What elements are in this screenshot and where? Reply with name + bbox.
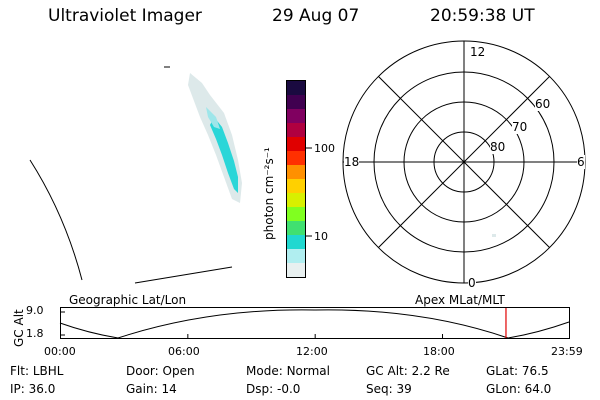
timeline-xtick-0000: 00:00 <box>44 345 76 358</box>
lat-label-70: 70 <box>512 120 528 134</box>
status-door-label: Door: <box>126 364 159 378</box>
earth-limb-arc <box>29 159 83 281</box>
lat-label-80: 80 <box>490 140 506 154</box>
colorbar-swatch <box>287 123 305 137</box>
status-seq-label: Seq: <box>366 382 393 396</box>
status-gc-alt-value: 2.2 Re <box>411 364 450 378</box>
colorbar-swatch <box>287 193 305 207</box>
status-glat-value: 76.5 <box>521 364 549 378</box>
colorbar-ticks <box>306 147 312 237</box>
timeline-ytick-9: 9.0 <box>26 304 44 317</box>
colorbar-swatch <box>287 165 305 179</box>
polar-plot <box>342 40 586 284</box>
colorbar-swatch <box>287 179 305 193</box>
status-dsp-value: -0.0 <box>276 382 301 396</box>
observation-date: 29 Aug 07 <box>272 6 360 26</box>
polar-data-speck <box>492 234 496 237</box>
colorbar-swatch <box>287 263 305 277</box>
aurora-swath-core <box>210 117 238 193</box>
timeline-xtick-2359: 23:59 <box>551 345 583 358</box>
status-glat: GLat: 76.5 <box>486 364 549 378</box>
timeline-frame <box>60 307 570 339</box>
instrument-title: Ultraviolet Imager <box>48 6 202 26</box>
status-mode-value: Normal <box>286 364 330 378</box>
colorbar <box>286 80 306 278</box>
colorbar-tick-100: 100 <box>314 142 335 155</box>
timeline-xtick-1800: 18:00 <box>423 345 455 358</box>
status-glon-value: 64.0 <box>524 382 552 396</box>
status-dsp: Dsp: -0.0 <box>246 382 300 396</box>
status-gc-alt: GC Alt: 2.2 Re <box>366 364 450 378</box>
colorbar-label-text: photon cm⁻²s⁻¹ <box>262 147 276 240</box>
status-ip-value: 36.0 <box>28 382 56 396</box>
orbit-altitude-curve <box>59 309 570 339</box>
status-flt-value: LBHL <box>32 364 64 378</box>
status-gain-value: 14 <box>161 382 177 396</box>
polar-diag-2 <box>378 76 550 248</box>
status-glon-label: GLon: <box>486 382 521 396</box>
status-gain: Gain: 14 <box>126 382 177 396</box>
colorbar-swatch <box>287 151 305 165</box>
lat-label-60: 60 <box>535 97 551 111</box>
mlt-label-18: 18 <box>344 155 360 169</box>
horizon-line <box>134 266 233 284</box>
status-gain-label: Gain: <box>126 382 158 396</box>
status-glon: GLon: 64.0 <box>486 382 551 396</box>
timeline-plot <box>59 307 570 339</box>
colorbar-swatch <box>287 221 305 235</box>
status-dsp-label: Dsp: <box>246 382 274 396</box>
mlt-label-6: 6 <box>577 155 585 169</box>
status-seq-value: 39 <box>396 382 412 396</box>
status-ip: IP: 36.0 <box>10 382 55 396</box>
status-flt-label: Flt: <box>10 364 29 378</box>
colorbar-tick-10: 10 <box>314 230 328 243</box>
timeline-ylabel: GC Alt <box>12 309 26 347</box>
timeline-xtick-marks <box>60 334 444 339</box>
status-door: Door: Open <box>126 364 195 378</box>
status-ip-label: IP: <box>10 382 25 396</box>
colorbar-swatch <box>287 249 305 263</box>
timeline-ytick-1-8: 1.8 <box>26 327 44 340</box>
status-glat-label: GLat: <box>486 364 519 378</box>
geographic-image-panel <box>29 66 242 284</box>
timeline-left-label: Geographic Lat/Lon <box>69 293 187 307</box>
colorbar-swatch <box>287 235 305 249</box>
colorbar-swatch <box>287 207 305 221</box>
status-gc-alt-label: GC Alt: <box>366 364 408 378</box>
timeline-right-label: Apex MLat/MLT <box>415 293 505 307</box>
timeline-xtick-1200: 12:00 <box>296 345 328 358</box>
mlt-label-0: 0 <box>468 276 476 290</box>
timeline-xtick-0600: 06:00 <box>168 345 200 358</box>
observation-time: 20:59:38 UT <box>430 6 535 26</box>
colorbar-swatch <box>287 95 305 109</box>
status-mode: Mode: Normal <box>246 364 330 378</box>
colorbar-swatch <box>287 109 305 123</box>
aurora-swath-mid <box>206 107 220 129</box>
colorbar-swatch <box>287 81 305 95</box>
status-seq: Seq: 39 <box>366 382 412 396</box>
status-flt: Flt: LBHL <box>10 364 63 378</box>
status-door-value: Open <box>162 364 195 378</box>
colorbar-swatch <box>287 137 305 151</box>
mlt-label-12: 12 <box>470 45 486 59</box>
status-mode-label: Mode: <box>246 364 283 378</box>
